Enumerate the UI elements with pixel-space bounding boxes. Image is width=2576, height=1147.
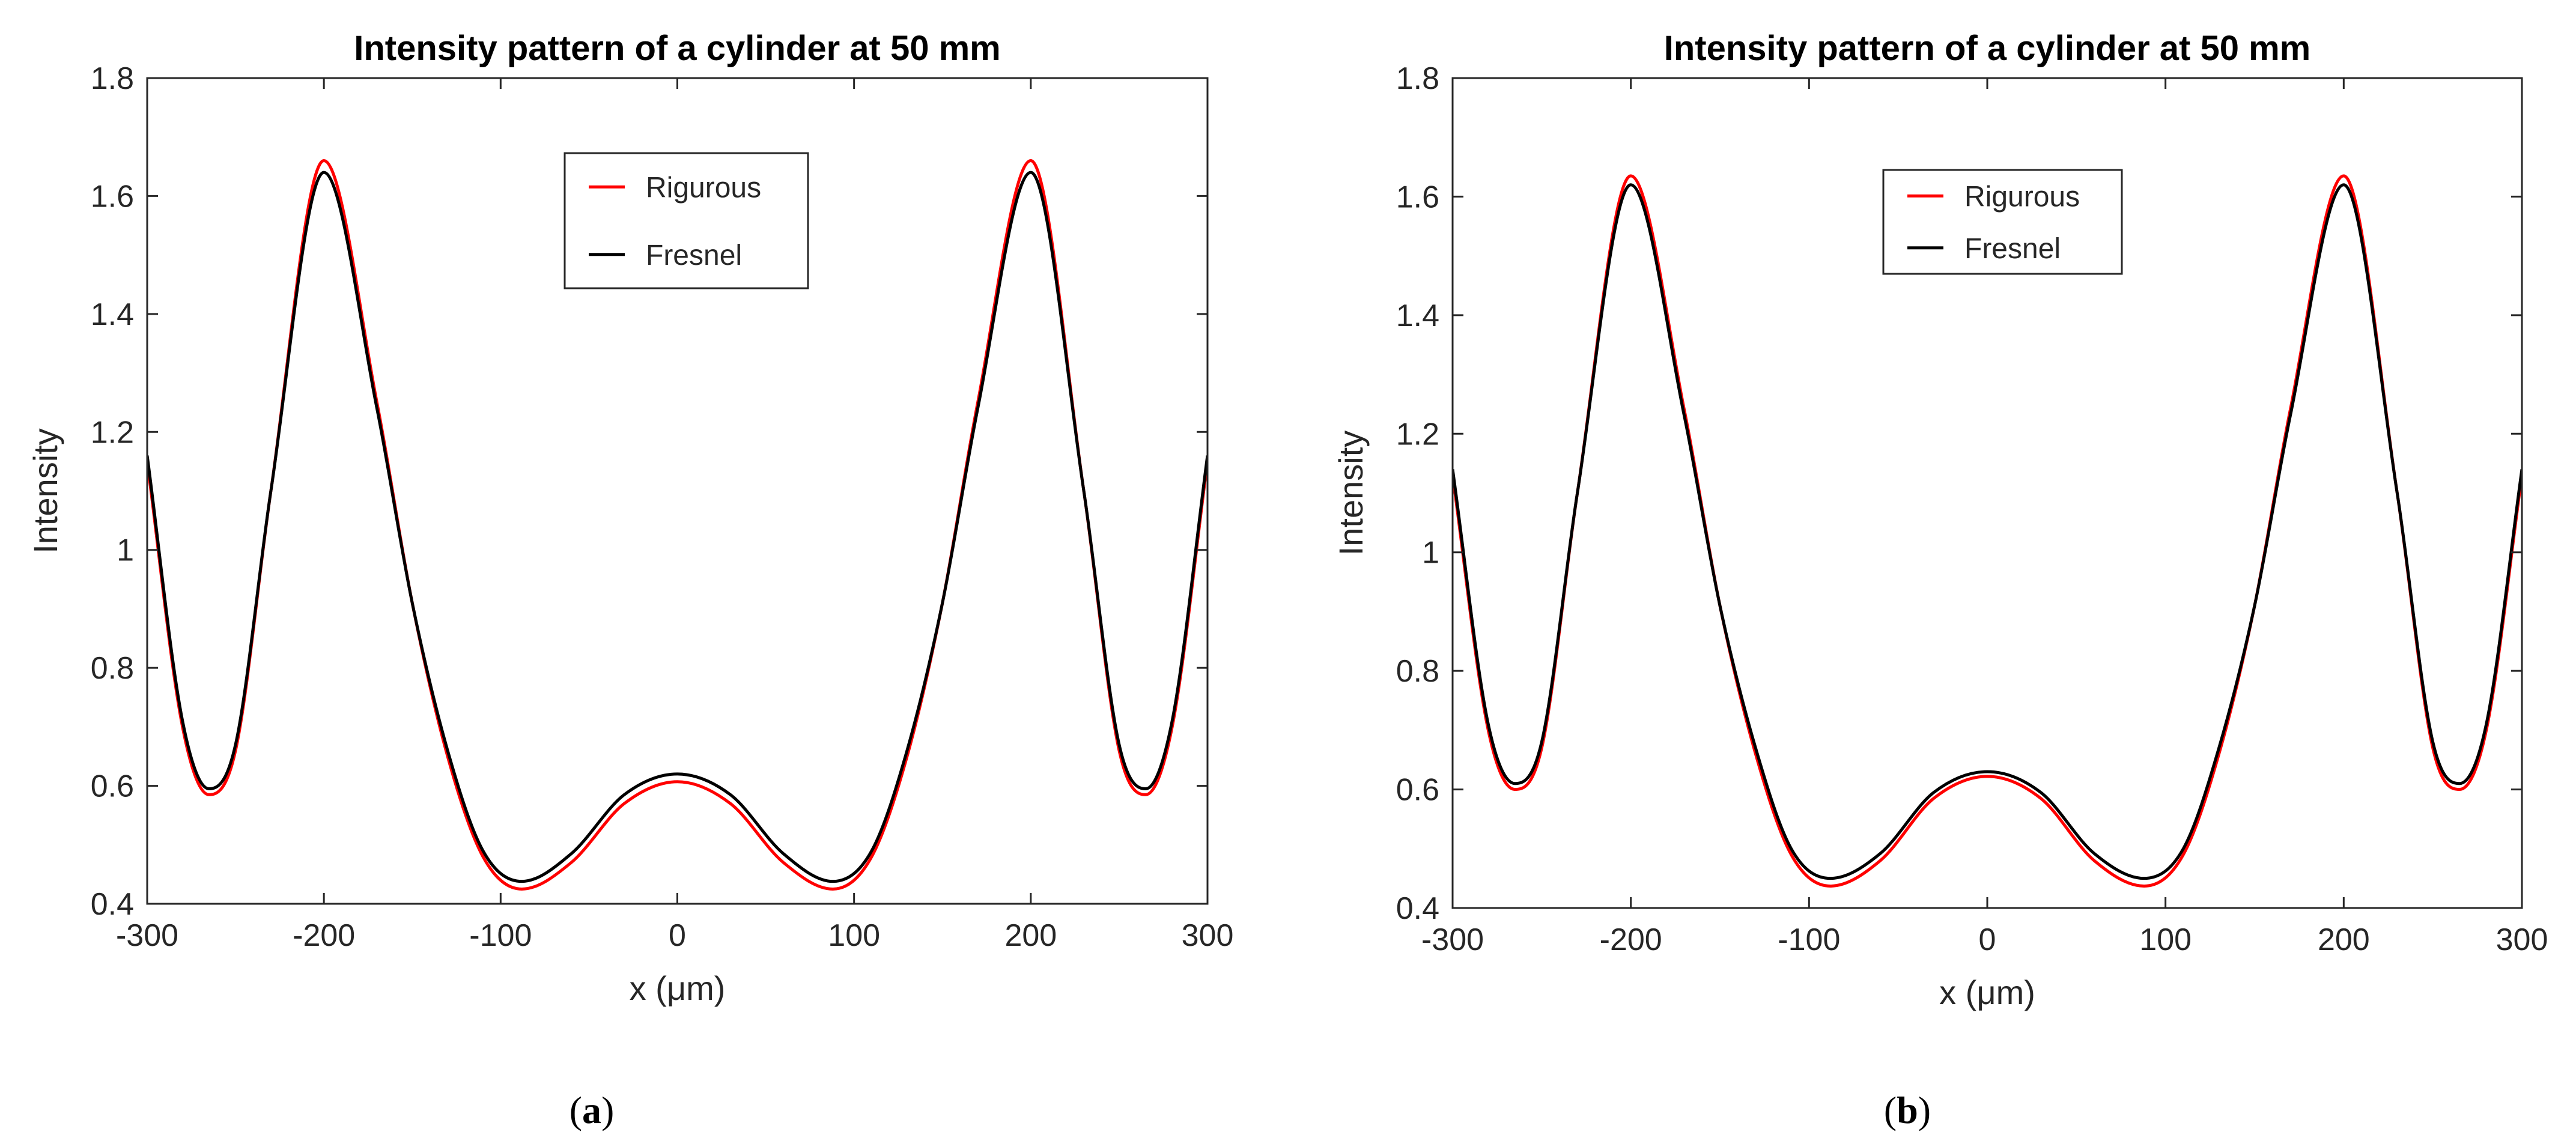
caption-letter: a — [582, 1089, 601, 1131]
x-tick-label: 0 — [669, 918, 686, 953]
y-tick-label: 0.4 — [91, 887, 134, 922]
chart-title: Intensity pattern of a cylinder at 50 mm — [354, 29, 1001, 68]
legend-label-fresnel: Fresnel — [1964, 233, 2061, 265]
y-tick-label: 1.6 — [1396, 180, 1439, 214]
x-tick-label: 300 — [2496, 922, 2548, 957]
x-tick-label: 100 — [2139, 922, 2192, 957]
series-group — [1453, 174, 2522, 888]
y-tick-label: 1.6 — [91, 179, 134, 214]
y-axis-label: Intensity — [26, 428, 64, 554]
panel-caption: (a) — [570, 1089, 615, 1131]
x-tick-label: 0 — [1979, 922, 1996, 957]
panel-caption: (b) — [1884, 1089, 1931, 1131]
caption-close-paren: ) — [1918, 1089, 1931, 1131]
caption-open-paren: ( — [1884, 1089, 1897, 1131]
y-tick-label: 1.4 — [1396, 298, 1439, 333]
x-tick-label: -200 — [293, 918, 355, 953]
legend-label-fresnel: Fresnel — [646, 240, 742, 271]
x-tick-label: -300 — [116, 918, 178, 953]
caption-close-paren: ) — [601, 1089, 614, 1131]
chart-panel-a: -300 -200 -100 0 100 200 300 0.4 0.6 0.8 1 1.2 1.4 1.… — [26, 29, 1233, 1131]
caption-letter: b — [1897, 1089, 1918, 1131]
series-line-fresnel — [147, 171, 1208, 883]
y-tick-label: 0.8 — [1396, 654, 1439, 689]
y-tick-label: 0.4 — [1396, 891, 1439, 926]
y-tick-label: 0.8 — [91, 651, 134, 686]
x-tick-label: -200 — [1600, 922, 1662, 957]
chart-panel-b: -300 -200 -100 0 100 200 300 0.4 0.6 0.8 1 1.2 1.4 1.… — [1332, 29, 2548, 1131]
y-tick-label: 1.2 — [1396, 417, 1439, 452]
chart-title: Intensity pattern of a cylinder at 50 mm — [1664, 29, 2311, 68]
legend-box — [1882, 169, 2123, 275]
y-tick-label: 0.6 — [1396, 773, 1439, 808]
y-tick-label: 1.8 — [1396, 61, 1439, 96]
x-tick-label: 200 — [1004, 918, 1057, 953]
legend-label-rigurous: Rigurous — [1964, 181, 2080, 213]
x-tick-label: -100 — [469, 918, 532, 953]
x-tick-label: -100 — [1778, 922, 1840, 957]
series-group — [147, 159, 1208, 891]
y-tick-label: 1 — [1422, 536, 1439, 570]
y-tick-label: 0.6 — [91, 769, 134, 804]
legend-label-rigurous: Rigurous — [646, 172, 761, 204]
y-tick-label: 1.4 — [91, 297, 134, 332]
x-tick-label: 100 — [828, 918, 880, 953]
legend: Rigurous Fresnel — [1882, 169, 2123, 275]
x-axis-label: x (μm) — [1939, 973, 2035, 1011]
x-tick-label: -300 — [1421, 922, 1484, 957]
y-tick-label: 1.8 — [91, 61, 134, 96]
series-line-fresnel — [1453, 183, 2522, 880]
x-tick-label: 200 — [2318, 922, 2370, 957]
y-tick-label: 1.2 — [91, 415, 134, 450]
legend: Rigurous Fresnel — [564, 152, 809, 289]
x-tick-label: 300 — [1182, 918, 1234, 953]
y-axis-label: Intensity — [1332, 431, 1370, 556]
legend-box — [564, 152, 809, 289]
y-tick-label: 1 — [117, 533, 134, 568]
x-axis-label: x (μm) — [630, 969, 726, 1007]
caption-open-paren: ( — [570, 1089, 582, 1131]
